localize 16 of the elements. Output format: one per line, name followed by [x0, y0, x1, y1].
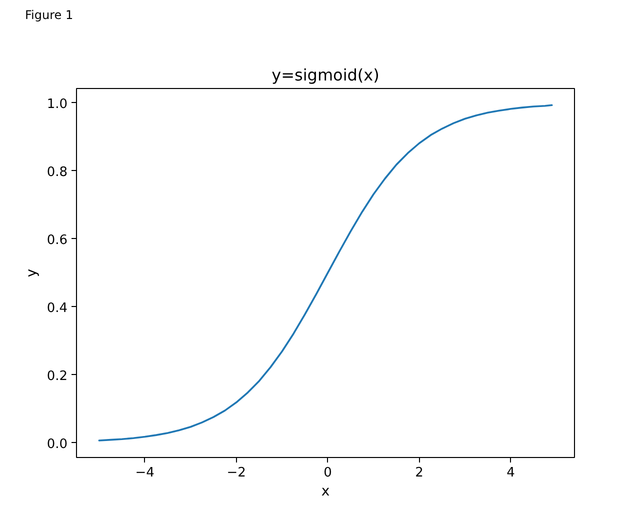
- x-tick-label: 4: [506, 466, 515, 480]
- x-tick-label: −2: [226, 466, 246, 480]
- y-tick-label: 0.2: [46, 368, 68, 384]
- x-tick-label: 0: [324, 466, 332, 480]
- x-tick-label: −4: [135, 466, 154, 480]
- chart-title: y=sigmoid(x): [272, 66, 380, 84]
- line-series: [98, 104, 553, 442]
- x-tick-label: 2: [415, 466, 424, 480]
- y-tick-label: 1.0: [46, 96, 68, 112]
- x-axis-title: x: [321, 484, 330, 500]
- y-tick-label: 0.4: [46, 300, 68, 316]
- y-tick-label: 0.8: [46, 164, 68, 180]
- y-tick-label: 0.6: [46, 232, 68, 248]
- caption: Figure 1: [25, 8, 74, 22]
- y-axis-title: y: [24, 268, 40, 278]
- y-tick-label: 0.0: [46, 436, 68, 452]
